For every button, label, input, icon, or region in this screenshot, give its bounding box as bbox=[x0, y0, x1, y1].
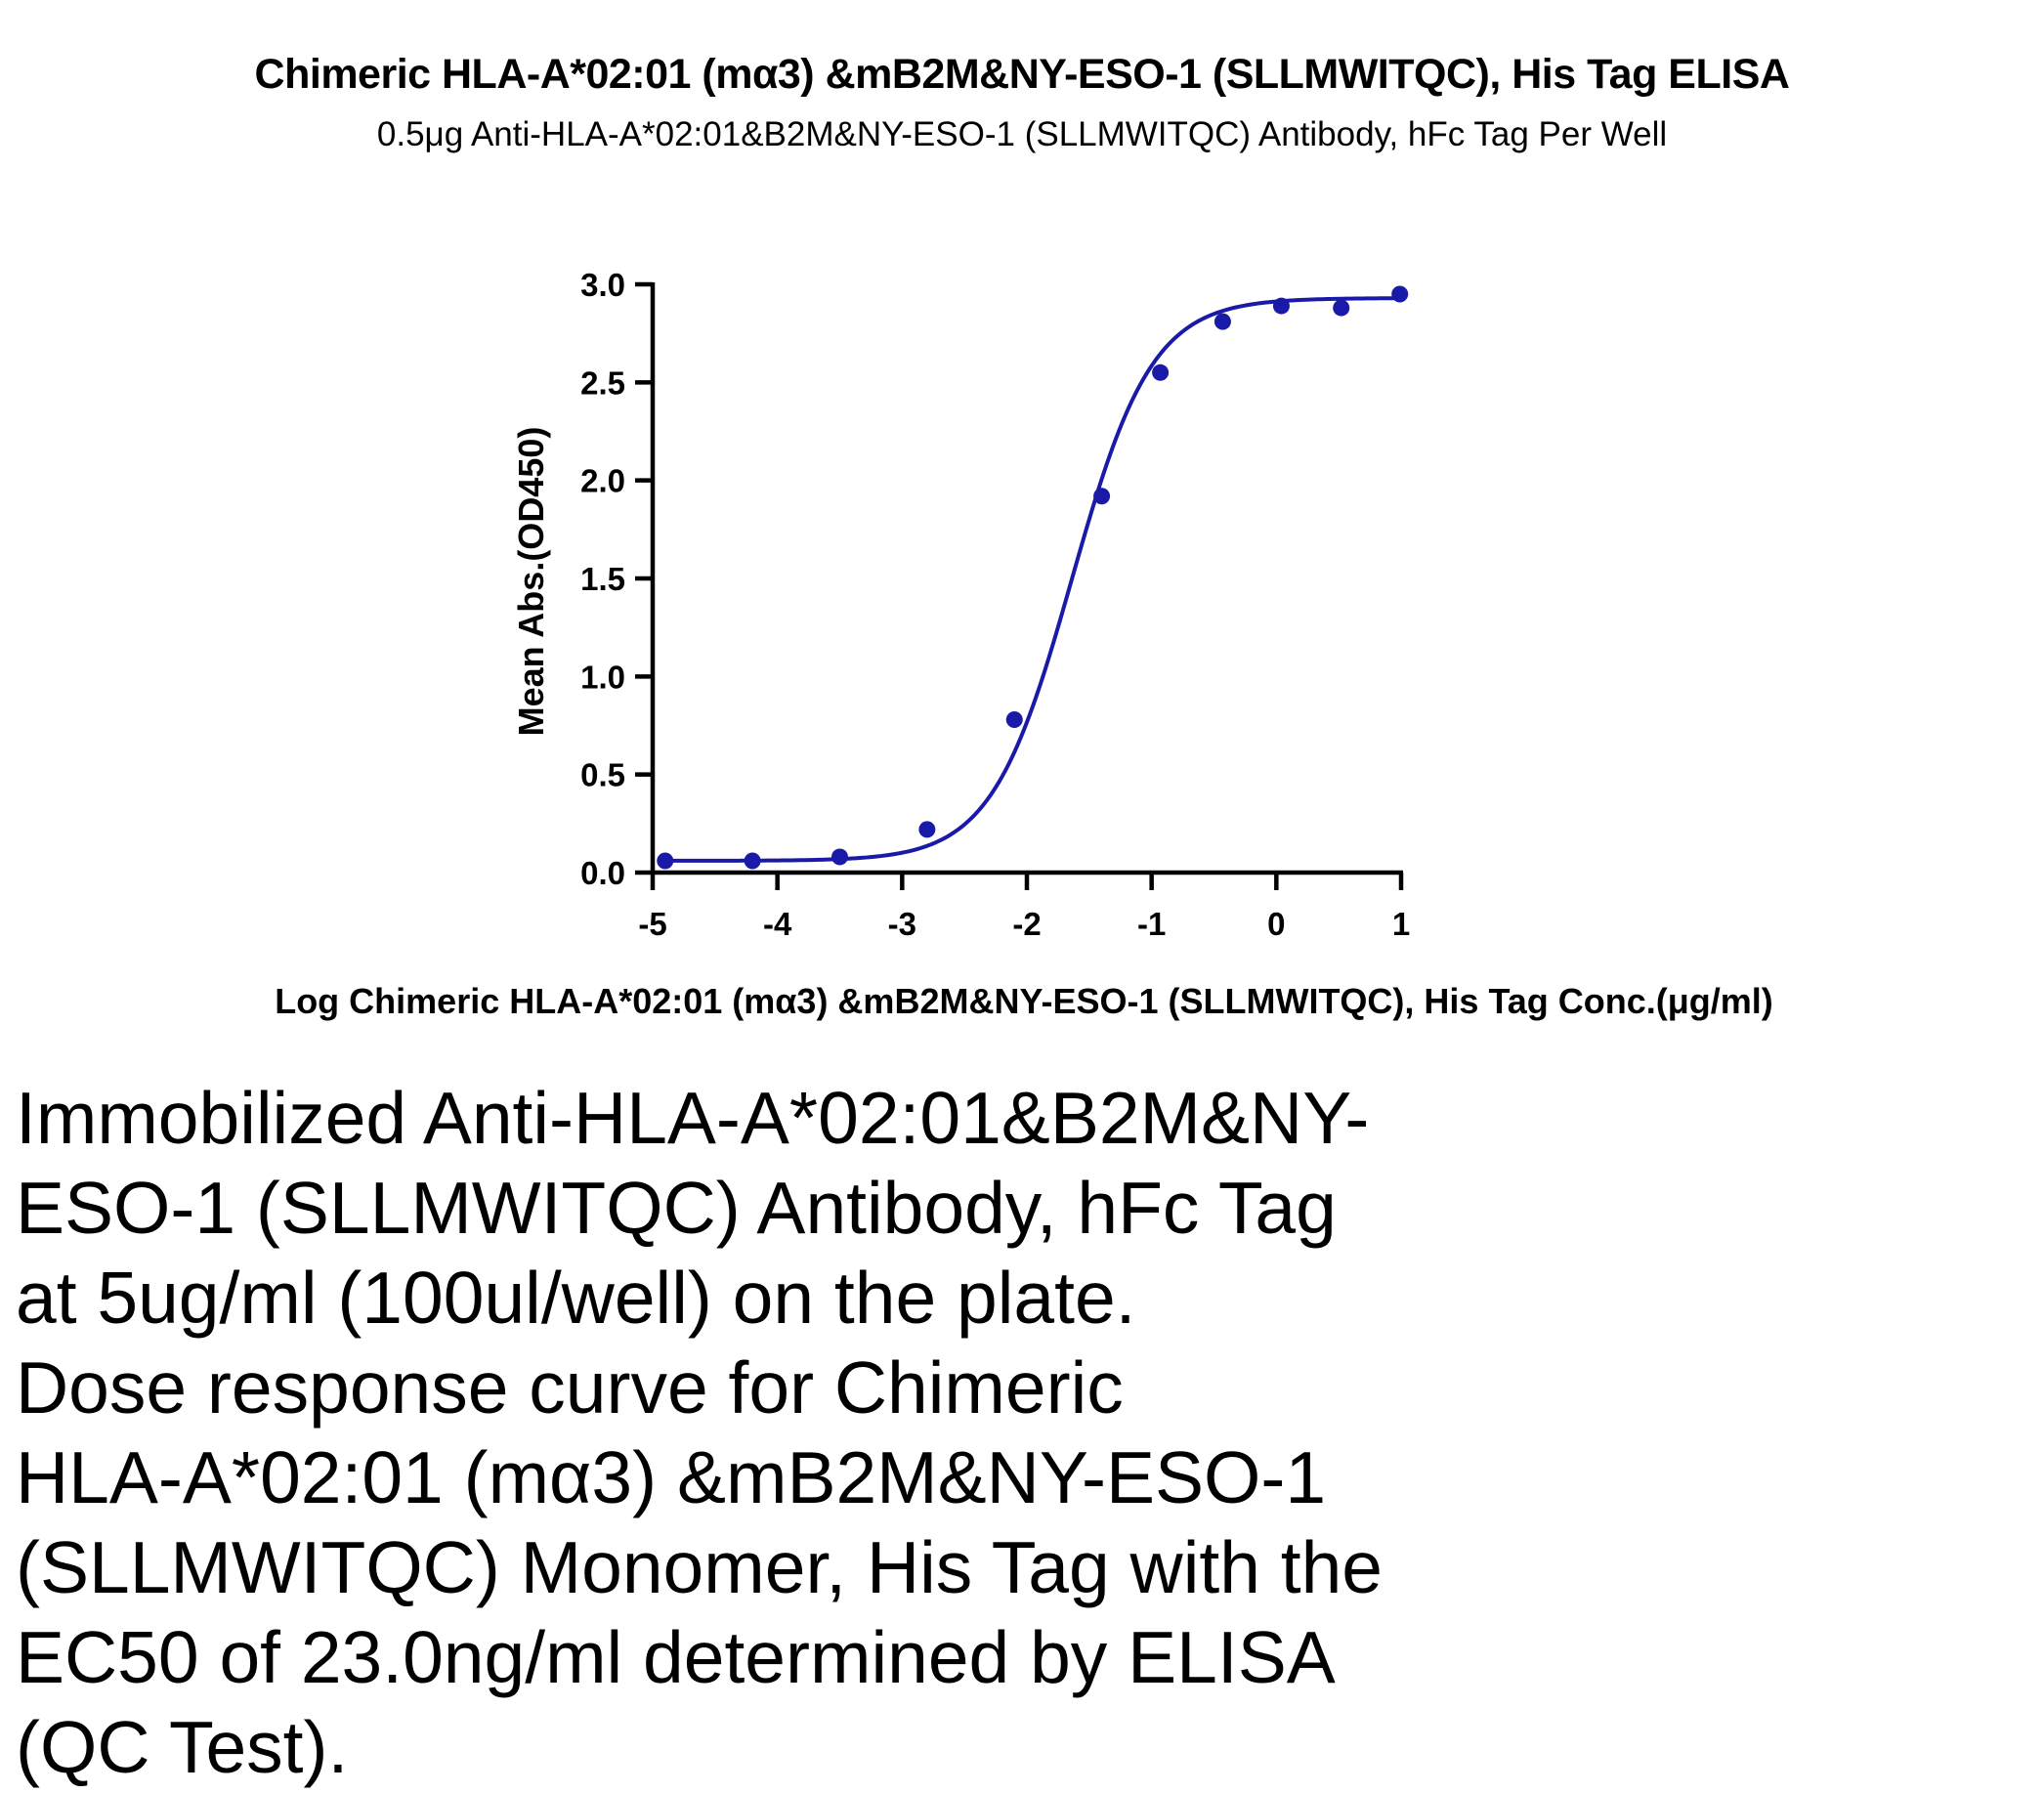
y-axis-title: Mean Abs.(OD450) bbox=[511, 427, 551, 737]
data-point bbox=[744, 852, 761, 870]
y-tick-label: 3.0 bbox=[580, 267, 625, 303]
data-point bbox=[657, 852, 674, 870]
y-tick-label: 1.5 bbox=[580, 561, 625, 597]
data-point bbox=[831, 848, 848, 866]
figure-caption: Immobilized Anti-HLA-A*02:01&B2M&NY- ESO… bbox=[16, 1077, 1383, 1788]
data-point bbox=[918, 821, 936, 838]
data-point bbox=[1093, 488, 1111, 505]
x-tick-label: -2 bbox=[1012, 906, 1041, 942]
data-points bbox=[657, 285, 1409, 870]
x-tick-label: -5 bbox=[638, 906, 666, 942]
data-point bbox=[1272, 297, 1290, 315]
y-tick-label: 0.0 bbox=[580, 855, 625, 891]
data-point bbox=[1152, 363, 1170, 381]
x-tick-label: -4 bbox=[763, 906, 792, 942]
fit-curve bbox=[664, 296, 1402, 863]
y-tick-label: 2.0 bbox=[580, 463, 625, 499]
x-tick-label: -3 bbox=[888, 906, 916, 942]
data-point bbox=[1214, 313, 1231, 330]
data-point bbox=[1005, 710, 1023, 728]
data-point bbox=[1333, 299, 1350, 317]
chart-title: Chimeric HLA-A*02:01 (mα3) &mB2M&NY-ESO-… bbox=[254, 51, 1790, 98]
axes: 0.0 0.5 1.0 1.5 2.0 2.5 3.0 -5 -4 -3 -2 -1 0 1 bbox=[580, 267, 1410, 942]
chart-subtitle: 0.5μg Anti-HLA-A*02:01&B2M&NY-ESO-1 (SLL… bbox=[376, 115, 1668, 153]
x-tick-label: 1 bbox=[1392, 906, 1410, 942]
x-axis-title: Log Chimeric HLA-A*02:01 (mα3) &mB2M&NY-… bbox=[275, 981, 1773, 1021]
y-tick-label: 1.0 bbox=[580, 659, 625, 695]
fit-curve-layer bbox=[664, 296, 1402, 863]
x-tick-label: 0 bbox=[1267, 906, 1285, 942]
data-point bbox=[1391, 285, 1409, 303]
y-tick-label: 0.5 bbox=[580, 757, 625, 793]
elisa-chart: 0.0 0.5 1.0 1.5 2.0 2.5 3.0 -5 -4 -3 -2 -1 0 1 Mean A… bbox=[275, 267, 1773, 1021]
y-tick-label: 2.5 bbox=[580, 364, 625, 401]
x-tick-label: -1 bbox=[1137, 906, 1166, 942]
